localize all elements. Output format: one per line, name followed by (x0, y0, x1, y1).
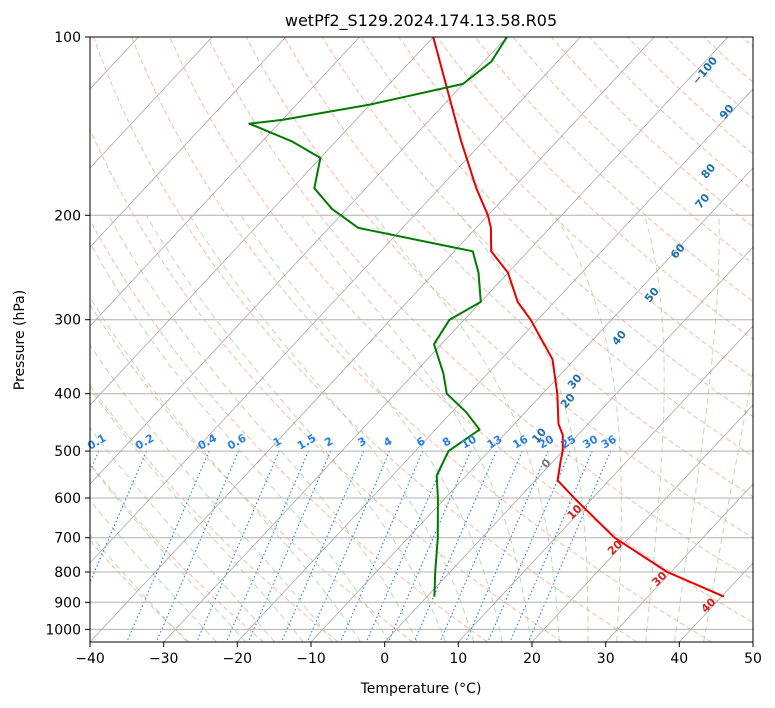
dry-adiabat-line (321, 37, 753, 457)
moist-adiabat-line (90, 499, 217, 642)
mixing-ratio-line (306, 450, 391, 642)
dewpoint-profile-line (248, 37, 508, 597)
moist-adiabat-line (90, 533, 188, 642)
x-tick-label: 20 (523, 651, 541, 667)
moist-adiabat-line (674, 215, 720, 642)
background-grid (90, 37, 753, 642)
mixing-ratio-line (465, 450, 549, 642)
isotherm-line (310, 167, 753, 642)
isotherm-line (605, 483, 753, 642)
isotherm-line (90, 37, 213, 169)
mixing-ratio-line (280, 450, 365, 642)
moist-adiabat-line (554, 215, 622, 642)
isotherm-line (163, 37, 729, 642)
moist-adiabat-line (108, 215, 418, 642)
dry-adiabat-line (474, 37, 753, 302)
x-axis-label: Temperature (°C) (360, 681, 482, 697)
y-tick-label: 700 (54, 531, 81, 547)
moist-adiabat-line (374, 214, 560, 642)
dry-adiabat-line (90, 219, 488, 642)
sounding-curves (248, 37, 725, 598)
mixing-ratio-line (509, 450, 593, 642)
moist-adiabat-line (90, 296, 362, 642)
mixing-ratio-line (439, 450, 523, 642)
mixing-ratio-line (225, 450, 310, 642)
mixing-ratio-line (487, 450, 571, 642)
axis-ticks: −40 −30 −20 −10 0 10 20 30 40 50 1000 900 800 700 600 5… (45, 30, 762, 667)
mixing-ratio-line (155, 450, 240, 642)
x-tick-label: −20 (223, 651, 253, 667)
dry-adiabat-line (90, 128, 563, 642)
x-tick-label: −40 (75, 651, 105, 667)
isotherm-line (384, 246, 753, 642)
y-tick-label: 200 (54, 208, 81, 224)
mixing-ratio-line (365, 450, 450, 642)
isotherm-line (90, 37, 581, 564)
y-tick-label: 300 (54, 313, 81, 329)
dry-adiabat-line (90, 384, 339, 642)
x-tick-label: 30 (597, 651, 615, 667)
dry-adiabat-line (169, 37, 753, 624)
dry-adiabat-line (90, 539, 190, 642)
y-tick-label: 400 (54, 387, 81, 403)
moist-adiabat-line (145, 215, 447, 642)
isotherm-line (90, 37, 655, 642)
x-tick-label: 10 (449, 651, 467, 667)
x-tick-label: −10 (296, 651, 326, 667)
temperature-profile-line (432, 37, 725, 598)
y-tick-label: 1000 (45, 622, 81, 638)
y-tick-label: 100 (54, 30, 81, 46)
mixing-ratio-line (247, 450, 332, 642)
dry-adiabat-line (92, 37, 638, 642)
isotherm-line (90, 37, 434, 406)
y-tick-label: 500 (54, 444, 81, 460)
moist-adiabat-line (644, 215, 665, 642)
plot-frame (89, 36, 754, 643)
moist-adiabat-line (240, 215, 503, 642)
x-tick-label: 0 (380, 651, 389, 667)
mixing-ratio-line (413, 450, 497, 642)
isotherm-line (458, 325, 753, 642)
isotherm-line (90, 37, 508, 485)
mixing-ratio-line (387, 450, 472, 642)
isotherm-line (90, 37, 360, 327)
y-axis-label: Pressure (hPa) (12, 290, 28, 390)
dry-adiabat-line (283, 37, 753, 498)
moist-adiabat-line (703, 369, 753, 642)
dry-adiabat-line (360, 37, 753, 418)
y-tick-label: 600 (54, 491, 81, 507)
chart-title: wetPf2_S129.2024.174.13.58.R05 (285, 11, 557, 31)
dry-adiabat-line (90, 462, 264, 642)
mixing-ratio-line (126, 450, 210, 642)
moist-adiabat-line (90, 464, 247, 642)
moist-adiabat-line (189, 215, 475, 642)
isotherm-line (531, 404, 753, 642)
x-tick-label: 50 (744, 651, 762, 667)
isotherm-line (237, 88, 753, 642)
dry-adiabat-line (131, 37, 712, 642)
dry-adiabat-line (436, 37, 753, 340)
mixing-ratio-line (339, 450, 424, 642)
x-tick-label: 40 (670, 651, 688, 667)
mixing-ratio-line (527, 450, 612, 642)
y-tick-label: 900 (54, 595, 81, 611)
x-tick-label: −30 (149, 651, 179, 667)
moist-adiabat-line (90, 344, 333, 642)
moist-adiabat-line (90, 241, 390, 642)
mixing-ratio-line (196, 450, 280, 642)
y-tick-label: 800 (54, 565, 81, 581)
isotherm-line (90, 37, 287, 248)
